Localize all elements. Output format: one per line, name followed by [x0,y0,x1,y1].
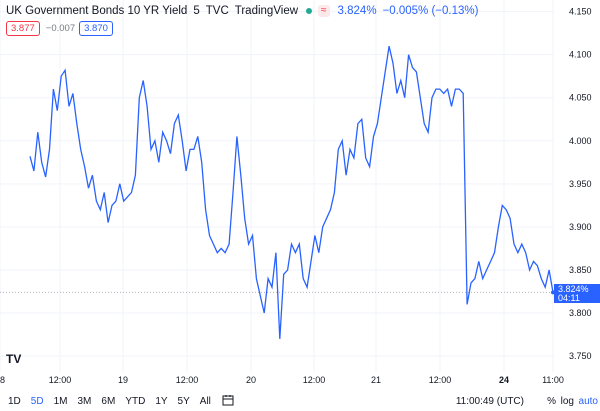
y-tick-label: 4.050 [569,93,592,103]
x-tick-label: 12:00 [49,375,72,385]
price-axis: 3.750 3.800 3.850 3.900 3.950 4.000 4.050 4.100… [569,7,592,361]
x-tick-label: 19 [118,375,128,385]
last-price-label-value: 3.824% [558,284,589,294]
price-chart[interactable]: 3.750 3.800 3.850 3.900 3.950 4.000 4.050 4.100… [0,0,600,391]
source-label: TradingView [234,5,299,17]
price-change: −0.005% (−0.13%) [382,5,479,17]
symbol-title[interactable]: UK Government Bonds 10 YR Yield [6,5,188,17]
y-tick-label: 3.750 [569,351,592,361]
x-tick-label: 12:00 [303,375,326,385]
y-tick-label: 3.800 [569,308,592,318]
x-tick-label: 12:00 [176,375,199,385]
yield-series-line [29,45,554,339]
bar-countdown: 04:11 [558,293,580,303]
interval-label[interactable]: 5 [193,5,200,17]
chart-header: UK Government Bonds 10 YR Yield 5 TVC Tr… [6,5,478,17]
range-1m-button[interactable]: 1M [53,395,68,407]
range-all-button[interactable]: All [199,395,211,407]
y-tick-label: 4.000 [569,136,592,146]
time-axis: 8 12:00 19 12:00 20 12:00 21 12:00 24 11:00 [0,375,564,385]
data-feed-icon: ≈ [318,5,330,17]
tradingview-logo[interactable]: TV [6,352,22,366]
exchange-label: TVC [205,5,229,17]
x-tick-label: 12:00 [429,375,452,385]
sell-button[interactable]: 3.877 [6,21,40,36]
chart-grid [0,0,554,372]
utc-clock[interactable]: 11:00:49 (UTC) [455,396,524,407]
y-tick-label: 4.100 [569,50,592,60]
range-6m-button[interactable]: 6M [101,395,116,407]
x-tick-label: 11:00 [542,375,564,385]
range-selector: 1D 5D 1M 3M 6M YTD 1Y 5Y All [3,396,216,407]
log-scale-toggle[interactable]: log [560,396,574,407]
range-1y-button[interactable]: 1Y [155,395,168,407]
y-tick-label: 4.150 [569,7,592,17]
y-tick-label: 3.850 [569,265,592,275]
x-tick-label: 21 [371,375,381,385]
range-5d-button[interactable]: 5D [30,395,44,407]
buy-button[interactable]: 3.870 [79,21,113,36]
x-tick-label: 20 [246,375,256,385]
quote-row: 3.877 −0.007 3.870 [6,21,113,36]
range-5y-button[interactable]: 5Y [177,395,190,407]
bottom-toolbar: 1D 5D 1M 3M 6M YTD 1Y 5Y All 11:00:49 (UTC) % lo… [0,391,600,411]
x-tick-label: 8 [0,375,5,385]
y-tick-label: 3.950 [569,179,592,189]
last-price: 3.824% [337,5,377,17]
percent-scale-toggle[interactable]: % [547,396,556,407]
range-3m-button[interactable]: 3M [77,395,92,407]
range-1d-button[interactable]: 1D [8,395,21,407]
calendar-icon[interactable] [222,394,234,409]
x-tick-label: 24 [499,375,509,385]
range-ytd-button[interactable]: YTD [125,395,146,407]
auto-scale-toggle[interactable]: auto [578,396,598,407]
last-price-label: 3.824% 04:11 [554,284,600,303]
y-tick-label: 3.900 [569,222,592,232]
spread-value: −0.007 [45,23,76,34]
market-status-icon [306,8,313,14]
